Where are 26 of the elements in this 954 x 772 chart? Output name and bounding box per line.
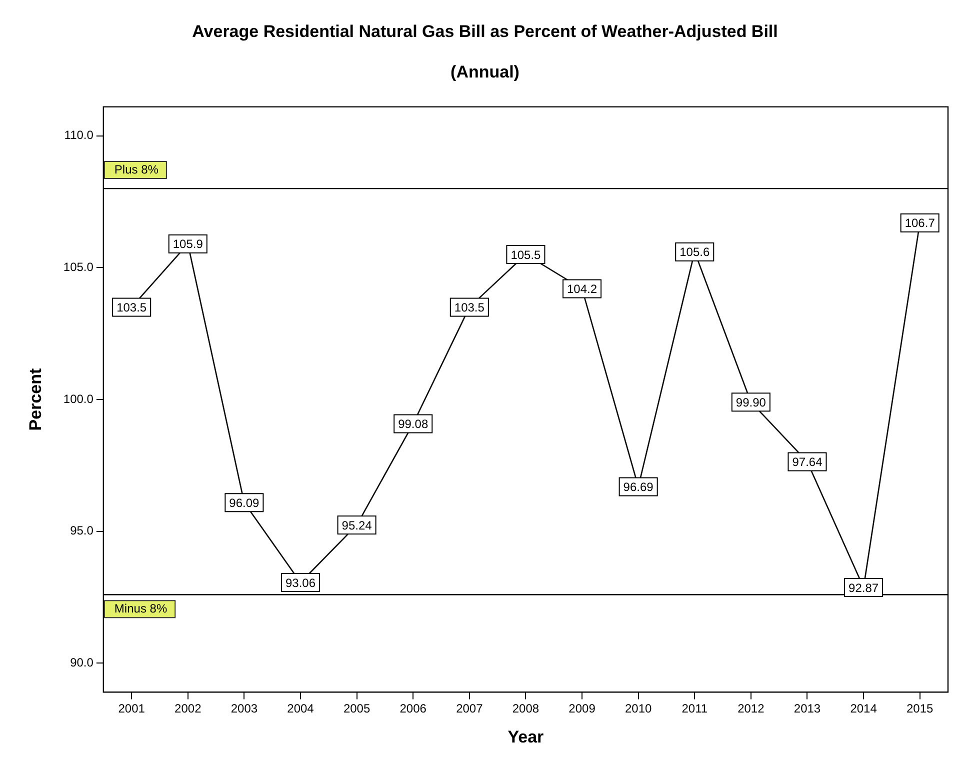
y-tick-label: 100.0 xyxy=(63,392,94,406)
x-tick-label: 2003 xyxy=(230,702,258,716)
y-tick-label: 95.0 xyxy=(70,524,94,538)
x-tick-label: 2006 xyxy=(400,702,427,716)
x-axis-title: Year xyxy=(508,727,544,746)
x-tick-label: 2002 xyxy=(174,702,202,716)
chart-subtitle: (Annual) xyxy=(450,62,520,82)
ref-line-label: Plus 8% xyxy=(114,162,159,176)
x-tick-label: 2008 xyxy=(512,702,540,716)
x-tick-label: 2015 xyxy=(906,702,934,716)
x-tick-label: 2009 xyxy=(568,702,596,716)
x-tick-label: 2012 xyxy=(738,702,765,716)
x-tick-label: 2004 xyxy=(287,702,314,716)
x-tick-label: 2001 xyxy=(118,702,146,716)
x-tick-label: 2005 xyxy=(343,702,370,716)
x-tick-label: 2014 xyxy=(850,702,878,716)
y-tick-label: 110.0 xyxy=(64,128,94,142)
x-tick-label: 2007 xyxy=(456,702,484,716)
x-tick-label: 2013 xyxy=(794,702,821,716)
y-tick-label: 105.0 xyxy=(63,260,94,274)
y-axis-title: Percent xyxy=(26,368,45,431)
x-tick-label: 2011 xyxy=(682,702,708,716)
y-tick-label: 90.0 xyxy=(70,656,94,670)
ref-line-label: Minus 8% xyxy=(114,601,168,616)
x-tick-label: 2010 xyxy=(624,702,652,716)
chart-title: Average Residential Natural Gas Bill as Percent of Weather-Adjusted Bill xyxy=(192,22,778,41)
